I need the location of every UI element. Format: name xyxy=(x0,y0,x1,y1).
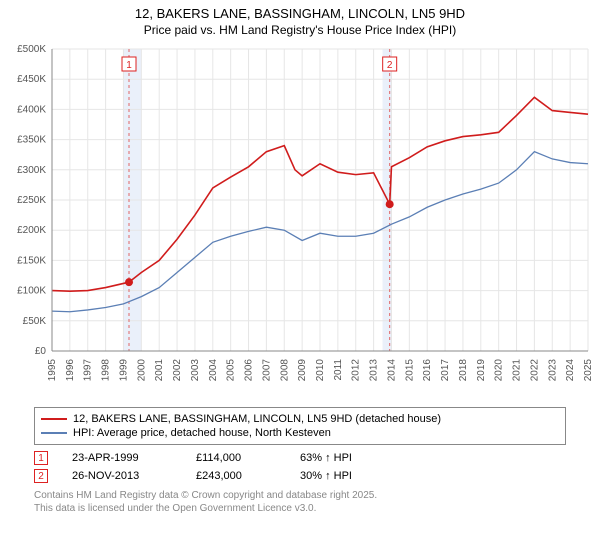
title-main: 12, BAKERS LANE, BASSINGHAM, LINCOLN, LN… xyxy=(0,6,600,21)
svg-text:2001: 2001 xyxy=(154,359,165,382)
svg-text:2023: 2023 xyxy=(547,359,558,382)
svg-text:£100K: £100K xyxy=(17,286,46,297)
svg-text:2017: 2017 xyxy=(440,359,451,382)
svg-text:£0: £0 xyxy=(35,346,47,357)
svg-text:2018: 2018 xyxy=(458,359,469,382)
svg-text:2022: 2022 xyxy=(529,359,540,382)
svg-text:2003: 2003 xyxy=(190,359,201,382)
svg-text:2006: 2006 xyxy=(244,359,255,382)
svg-text:2014: 2014 xyxy=(386,359,397,382)
marker-badge: 2 xyxy=(34,469,48,483)
legend-item: HPI: Average price, detached house, Nort… xyxy=(41,426,559,440)
svg-text:2: 2 xyxy=(387,60,393,71)
marker-hpi: 63% ↑ HPI xyxy=(300,452,352,464)
marker-price: £243,000 xyxy=(196,470,276,482)
svg-text:2015: 2015 xyxy=(404,359,415,382)
svg-text:£200K: £200K xyxy=(17,225,46,236)
attribution-line1: Contains HM Land Registry data © Crown c… xyxy=(34,489,566,502)
attribution-line2: This data is licensed under the Open Gov… xyxy=(34,502,566,515)
svg-text:1999: 1999 xyxy=(118,359,129,382)
svg-text:£250K: £250K xyxy=(17,195,46,206)
legend-swatch xyxy=(41,432,67,434)
svg-text:£400K: £400K xyxy=(17,104,46,115)
svg-text:2021: 2021 xyxy=(512,359,523,382)
svg-text:2004: 2004 xyxy=(208,359,219,382)
svg-text:2008: 2008 xyxy=(279,359,290,382)
svg-text:£150K: £150K xyxy=(17,255,46,266)
svg-text:2013: 2013 xyxy=(369,359,380,382)
svg-text:2024: 2024 xyxy=(565,359,576,382)
legend-label: HPI: Average price, detached house, Nort… xyxy=(73,427,331,439)
svg-text:2009: 2009 xyxy=(297,359,308,382)
svg-text:2016: 2016 xyxy=(422,359,433,382)
svg-text:1995: 1995 xyxy=(47,359,58,382)
svg-text:2011: 2011 xyxy=(333,359,344,381)
svg-text:1998: 1998 xyxy=(101,359,112,382)
svg-text:£50K: £50K xyxy=(23,316,47,327)
attribution: Contains HM Land Registry data © Crown c… xyxy=(34,489,566,515)
chart-container: 12, BAKERS LANE, BASSINGHAM, LINCOLN, LN… xyxy=(0,0,600,515)
marker-row: 1 23-APR-1999 £114,000 63% ↑ HPI xyxy=(34,449,566,467)
svg-text:2002: 2002 xyxy=(172,359,183,382)
legend-swatch xyxy=(41,418,67,420)
title-sub: Price paid vs. HM Land Registry's House … xyxy=(0,23,600,37)
svg-text:2012: 2012 xyxy=(351,359,362,382)
svg-text:1996: 1996 xyxy=(65,359,76,382)
legend-item: 12, BAKERS LANE, BASSINGHAM, LINCOLN, LN… xyxy=(41,412,559,426)
svg-text:2000: 2000 xyxy=(136,359,147,382)
svg-text:1997: 1997 xyxy=(83,359,94,382)
svg-text:£450K: £450K xyxy=(17,74,46,85)
svg-text:£300K: £300K xyxy=(17,165,46,176)
svg-text:2019: 2019 xyxy=(476,359,487,382)
svg-text:2005: 2005 xyxy=(226,359,237,382)
titles: 12, BAKERS LANE, BASSINGHAM, LINCOLN, LN… xyxy=(0,0,600,41)
svg-text:2007: 2007 xyxy=(261,359,272,382)
svg-text:2020: 2020 xyxy=(494,359,505,382)
price-chart: £0 £50K £100K £150K £200K £250K £300K £350K £400… xyxy=(0,41,600,401)
marker-date: 23-APR-1999 xyxy=(72,452,172,464)
svg-text:1: 1 xyxy=(126,60,132,71)
legend: 12, BAKERS LANE, BASSINGHAM, LINCOLN, LN… xyxy=(34,407,566,445)
marker-date: 26-NOV-2013 xyxy=(72,470,172,482)
legend-label: 12, BAKERS LANE, BASSINGHAM, LINCOLN, LN… xyxy=(73,413,441,425)
marker-badge: 1 xyxy=(34,451,48,465)
marker-row: 2 26-NOV-2013 £243,000 30% ↑ HPI xyxy=(34,467,566,485)
marker-price: £114,000 xyxy=(196,452,276,464)
svg-text:2010: 2010 xyxy=(315,359,326,382)
markers-table: 1 23-APR-1999 £114,000 63% ↑ HPI 2 26-NOV-201… xyxy=(34,449,566,485)
svg-text:£500K: £500K xyxy=(17,44,46,55)
marker-hpi: 30% ↑ HPI xyxy=(300,470,352,482)
svg-text:£350K: £350K xyxy=(17,135,46,146)
svg-text:2025: 2025 xyxy=(583,359,594,382)
